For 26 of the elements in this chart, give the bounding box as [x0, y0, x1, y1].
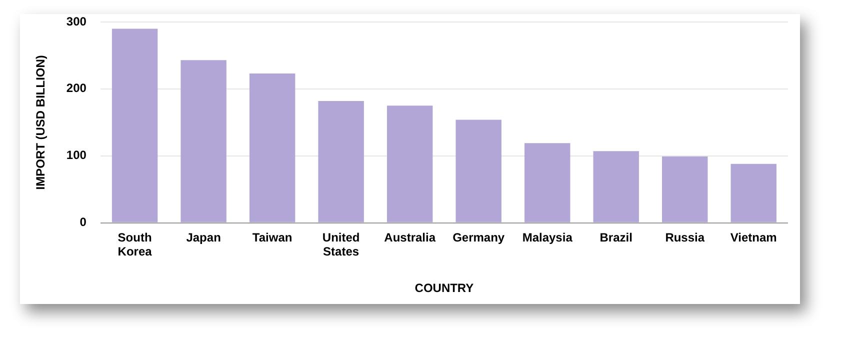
bar — [524, 143, 570, 222]
bar — [593, 151, 639, 222]
bar — [730, 164, 776, 222]
y-axis-title: IMPORT (USD BILLION) — [34, 55, 48, 190]
bar — [456, 120, 502, 222]
bar — [112, 28, 158, 222]
x-tick-label: Brazil — [600, 230, 632, 244]
x-tick-label: Malaysia — [522, 230, 573, 244]
bar — [386, 106, 433, 222]
y-tick-label: 100 — [66, 148, 87, 162]
x-tick-label: Japan — [186, 230, 221, 244]
x-tick-label: Vietnam — [730, 230, 777, 244]
bar — [318, 100, 364, 222]
y-tick-label: 300 — [66, 14, 87, 28]
x-axis-title: COUNTRY — [414, 281, 474, 296]
x-tick-label: South Korea — [118, 230, 152, 259]
bar — [662, 156, 708, 222]
y-tick-label: 200 — [66, 81, 87, 96]
x-tick-label: Australia — [384, 230, 436, 244]
x-tick-label: Germany — [452, 230, 505, 244]
bar — [180, 60, 226, 222]
x-tick-label: Taiwan — [252, 230, 292, 244]
bar — [249, 74, 296, 222]
x-tick-label: Russia — [665, 230, 705, 244]
y-tick-label: 0 — [80, 215, 87, 230]
x-tick-label: United States — [322, 230, 360, 259]
